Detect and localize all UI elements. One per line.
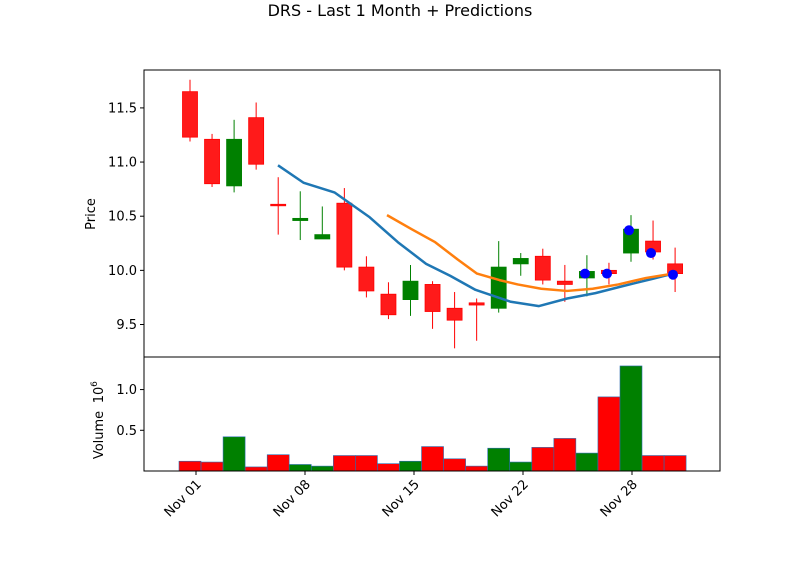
prediction-points (580, 225, 678, 280)
candle (292, 191, 309, 241)
candle (380, 282, 397, 320)
candle (556, 264, 573, 302)
candle (534, 248, 551, 285)
volume-y-label-text: Volume (92, 411, 107, 459)
volume-bar (399, 460, 422, 472)
candle-body (182, 91, 198, 138)
candle-body (358, 266, 375, 292)
candle (623, 215, 639, 262)
volume-bar (663, 455, 687, 472)
candle (446, 292, 463, 349)
candle-body (512, 258, 529, 265)
candle (270, 177, 287, 235)
candlesticks (182, 79, 683, 349)
trend-line (277, 164, 674, 308)
volume-bar (553, 438, 577, 472)
candle (402, 264, 419, 316)
candle-body (468, 302, 485, 306)
volume-y-tick-label: 0.5 (116, 424, 137, 439)
price-y-ticks: 9.5 10.0 10.5 11.0 11.5 (108, 101, 144, 333)
candle (336, 188, 353, 271)
volume-bar (355, 455, 378, 472)
volume-bar (244, 466, 268, 472)
price-y-label: Price (84, 198, 99, 230)
candle (424, 281, 441, 329)
price-y-tick-label: 11.0 (108, 156, 137, 171)
volume-y-label: Volume 10 6 (90, 381, 107, 459)
volume-scale-base: 10 (92, 387, 107, 404)
chart-title: DRS - Last 1 Month + Predictions (268, 1, 533, 20)
candle (358, 256, 375, 298)
trend-lines (277, 164, 674, 308)
prediction-point (624, 225, 634, 236)
candle (512, 253, 529, 276)
volume-bar (509, 461, 533, 472)
prediction-point (646, 248, 656, 259)
candle-body (490, 266, 507, 309)
volume-panel-frame (143, 356, 721, 472)
volume-scale-exponent: 6 (90, 381, 100, 387)
volume-y-tick-label: 1.0 (116, 383, 137, 398)
x-axis-ticks: Nov 01 Nov 08 Nov 15 Nov 22 Nov 28 (162, 471, 641, 520)
prediction-point (580, 268, 590, 279)
candle (204, 133, 220, 187)
candle-body (292, 217, 309, 221)
price-y-tick-label: 10.5 (108, 210, 137, 225)
candle-body (226, 138, 243, 187)
x-tick-label: Nov 28 (598, 477, 641, 520)
volume-bar (465, 465, 488, 472)
candle (490, 241, 507, 313)
volume-bar (575, 452, 599, 472)
volume-bar (443, 458, 466, 472)
volume-bar (531, 447, 555, 472)
x-tick-label: Nov 22 (489, 477, 532, 520)
volume-panel: 0.51.0 Volume 10 6 Nov 01 Nov 08 Nov 15 Nov… (90, 356, 721, 520)
volume-bar (377, 463, 400, 472)
candle-body (380, 293, 397, 316)
x-tick-label: Nov 01 (162, 477, 205, 520)
candle (667, 247, 683, 293)
candle-body (248, 117, 265, 165)
candle-body (204, 138, 220, 185)
volume-y-ticks: 0.5 1.0 (116, 383, 144, 439)
x-tick-label: Nov 08 (271, 477, 314, 520)
candle-body (336, 202, 353, 268)
volume-bar (222, 436, 246, 472)
candle (468, 298, 485, 341)
volume-bar (200, 461, 224, 472)
candle-body (556, 280, 573, 285)
volume-bar (619, 365, 643, 472)
volume-bars (178, 365, 687, 472)
volume-bar (597, 396, 621, 472)
volume-bar (310, 465, 334, 472)
candle (182, 79, 198, 142)
prediction-point (602, 268, 612, 279)
volume-bar (178, 460, 202, 472)
trend-line (386, 214, 674, 293)
volume-bar (487, 447, 511, 472)
price-y-tick-label: 11.5 (108, 101, 137, 116)
candle (226, 119, 243, 193)
candle-body (534, 255, 551, 281)
candle-body (314, 234, 331, 240)
price-y-tick-label: 9.5 (116, 318, 137, 333)
candle-body (424, 284, 441, 312)
volume-bar (421, 446, 444, 472)
candle-body (270, 203, 287, 207)
volume-bar (288, 464, 312, 472)
price-y-tick-label: 10.0 (108, 264, 137, 279)
candle (314, 206, 331, 240)
x-tick-label: Nov 15 (380, 477, 423, 520)
candle-body (402, 280, 419, 301)
volume-bar (266, 454, 290, 472)
candle-body (446, 307, 463, 321)
prediction-point (668, 269, 678, 280)
price-panel: 9.5 10.0 10.5 11.0 11.5 Price (84, 69, 721, 358)
volume-bar (641, 455, 665, 472)
price-panel-frame (143, 69, 721, 358)
volume-bar (333, 455, 356, 472)
candle (248, 102, 265, 170)
